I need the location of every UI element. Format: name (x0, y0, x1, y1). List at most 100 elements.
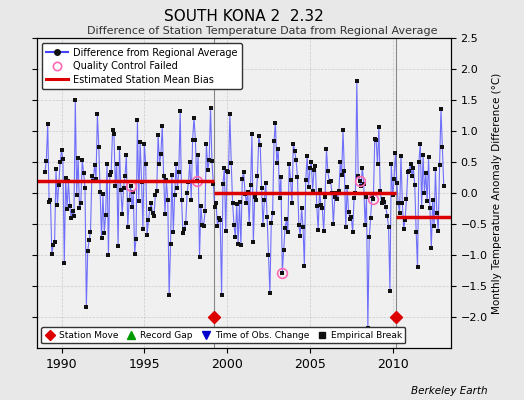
Text: Berkeley Earth: Berkeley Earth (411, 386, 487, 396)
Point (420, 190, 429, 196)
Point (368, 192, 376, 199)
Point (347, 214, 355, 220)
Point (342, 224, 350, 230)
Point (235, 198, 244, 205)
Point (66, 203, 74, 209)
Point (89, 177, 97, 184)
Point (440, 182, 448, 189)
Point (83, 248, 92, 254)
Point (231, 234, 239, 241)
Point (364, 324, 372, 331)
Point (399, 225, 408, 232)
Point (162, 177, 171, 183)
Point (129, 189, 137, 196)
Point (310, 166, 318, 173)
Point (102, 211, 110, 218)
Point (257, 184, 266, 191)
Point (407, 160, 415, 167)
Point (241, 190, 249, 197)
Point (430, 223, 438, 229)
Point (246, 182, 255, 189)
Point (272, 160, 281, 166)
Point (279, 247, 288, 254)
Point (391, 150, 400, 156)
Point (373, 161, 381, 168)
Point (206, 105, 215, 111)
Point (405, 168, 413, 174)
Point (61, 175, 70, 181)
Point (43, 121, 52, 127)
Point (155, 160, 163, 167)
Point (274, 146, 282, 152)
Point (180, 226, 189, 233)
Text: Difference of Station Temperature Data from Regional Average: Difference of Station Temperature Data f… (87, 26, 437, 36)
Point (220, 165, 228, 171)
Point (293, 174, 302, 180)
Point (320, 228, 328, 234)
Point (78, 157, 86, 163)
Point (362, 194, 370, 200)
Point (337, 172, 346, 178)
Point (238, 175, 246, 182)
Point (388, 192, 397, 199)
Point (88, 173, 96, 179)
Point (292, 157, 300, 164)
Point (64, 178, 73, 184)
Point (71, 97, 80, 103)
Point (313, 203, 321, 209)
Point (99, 191, 107, 198)
Point (74, 154, 82, 161)
Point (370, 136, 379, 142)
Point (148, 210, 157, 217)
Point (275, 195, 283, 201)
Point (333, 196, 342, 202)
Point (325, 179, 333, 185)
Point (146, 206, 154, 212)
Point (181, 220, 190, 226)
Point (268, 210, 277, 216)
Point (361, 222, 369, 228)
Point (401, 217, 409, 223)
Point (307, 159, 315, 165)
Point (60, 260, 69, 266)
Point (124, 224, 132, 231)
Point (189, 136, 197, 143)
Point (133, 117, 141, 124)
Point (204, 166, 212, 173)
Point (299, 224, 307, 230)
Point (168, 172, 176, 178)
Point (137, 178, 146, 185)
Point (100, 229, 108, 236)
Point (252, 197, 260, 203)
Point (379, 196, 387, 202)
Point (419, 152, 427, 158)
Point (413, 264, 422, 270)
Point (211, 204, 219, 210)
Point (119, 184, 128, 191)
Point (397, 152, 405, 159)
Point (384, 223, 392, 230)
Point (81, 185, 89, 191)
Point (107, 169, 115, 175)
Point (332, 190, 340, 196)
Point (135, 198, 143, 204)
Point (144, 217, 152, 223)
Point (150, 213, 158, 220)
Point (57, 147, 66, 154)
Point (346, 215, 354, 222)
Point (353, 78, 361, 84)
Point (227, 160, 235, 167)
Point (198, 222, 206, 228)
Point (213, 223, 222, 230)
Point (166, 241, 174, 248)
Point (85, 237, 93, 243)
Point (277, 174, 285, 180)
Point (230, 222, 238, 228)
Point (113, 161, 121, 167)
Point (132, 236, 140, 242)
Point (309, 187, 317, 194)
Point (427, 245, 435, 252)
Point (390, 176, 398, 183)
Point (264, 252, 272, 259)
Point (425, 205, 434, 211)
